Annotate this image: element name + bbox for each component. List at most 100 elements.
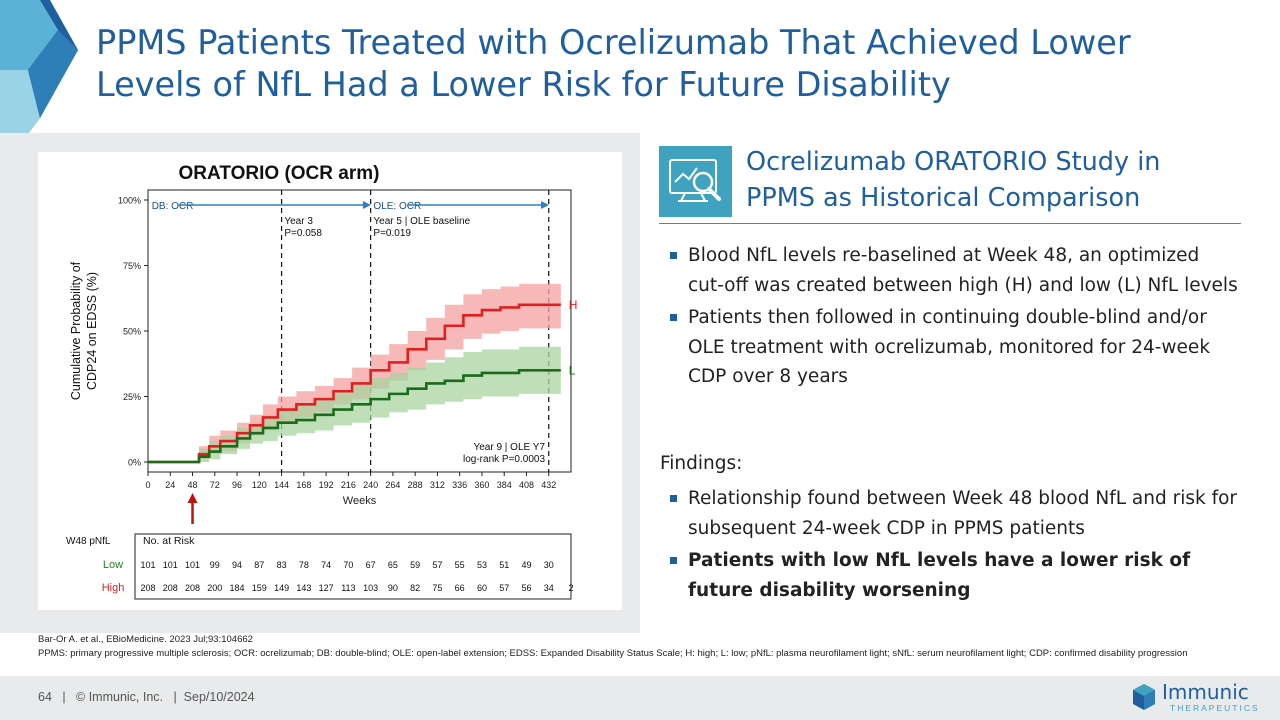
findings-list: Relationship found between Week 48 blood… bbox=[660, 484, 1240, 608]
confidence-band-h bbox=[148, 283, 561, 462]
risk-cell: 74 bbox=[321, 560, 331, 570]
year9-label: Year 9 | OLE Y7 bbox=[473, 442, 545, 453]
study-divider bbox=[659, 223, 1241, 224]
series-label-l: L bbox=[569, 363, 576, 377]
risk-table-header: No. at Risk bbox=[143, 535, 195, 547]
risk-cell: 59 bbox=[410, 560, 420, 570]
x-tick-label: 0 bbox=[145, 480, 150, 490]
x-tick-label: 384 bbox=[497, 480, 512, 490]
x-tick-label: 192 bbox=[319, 480, 334, 490]
risk-cell: 94 bbox=[232, 560, 242, 570]
x-tick-label: 312 bbox=[430, 480, 445, 490]
risk-cell: 66 bbox=[455, 583, 465, 593]
risk-cell: 34 bbox=[544, 583, 554, 593]
risk-cell: 101 bbox=[185, 560, 200, 570]
bullet-text: Patients then followed in continuing dou… bbox=[688, 307, 1211, 387]
bullet-item: Patients then followed in continuing dou… bbox=[660, 303, 1240, 392]
study-title: Ocrelizumab ORATORIO Study in PPMS as Hi… bbox=[746, 147, 1161, 213]
x-tick-label: 168 bbox=[296, 480, 311, 490]
risk-row-label: High bbox=[102, 582, 125, 594]
y-tick-label: 100% bbox=[118, 196, 141, 206]
risk-cell: 30 bbox=[544, 560, 554, 570]
ole-arrowhead bbox=[541, 201, 550, 209]
y-axis-label: Cumulative Probability of bbox=[69, 261, 83, 400]
immunic-logo-icon bbox=[1133, 684, 1155, 710]
risk-table-frame bbox=[134, 533, 572, 600]
finding-text: Patients with low NfL levels have a lowe… bbox=[688, 550, 1191, 601]
x-tick-label: 240 bbox=[363, 480, 378, 490]
bullet-marker bbox=[670, 314, 677, 321]
x-tick-label: 24 bbox=[165, 480, 175, 490]
db-label: DB: OCR bbox=[152, 201, 194, 212]
series-line-h bbox=[148, 303, 561, 464]
x-tick-label: 408 bbox=[519, 480, 534, 490]
risk-table-group-header: W48 pNfL bbox=[66, 536, 111, 547]
risk-cell: 127 bbox=[319, 583, 334, 593]
risk-cell: 99 bbox=[210, 560, 220, 570]
x-tick-label: 432 bbox=[541, 480, 556, 490]
series-line-l bbox=[148, 369, 561, 464]
risk-cell: 56 bbox=[521, 583, 531, 593]
risk-cell: 2 bbox=[568, 583, 573, 593]
finding-item-key: Patients with low NfL levels have a lowe… bbox=[660, 546, 1240, 605]
x-tick-label: 336 bbox=[452, 480, 467, 490]
ole-label: OLE: OCR bbox=[373, 201, 421, 212]
risk-cell: 149 bbox=[274, 583, 289, 593]
risk-cell: 101 bbox=[140, 560, 155, 570]
risk-cell: 90 bbox=[388, 583, 398, 593]
risk-cell: 113 bbox=[341, 583, 355, 593]
logo-wordmark: Immunic bbox=[1162, 680, 1249, 704]
risk-cell: 143 bbox=[296, 583, 311, 593]
series-label-h: H bbox=[569, 298, 578, 312]
risk-cell: 200 bbox=[207, 583, 222, 593]
y-tick-label: 0% bbox=[128, 458, 141, 468]
finding-text: Relationship found between Week 48 blood… bbox=[688, 488, 1238, 539]
risk-cell: 75 bbox=[432, 583, 442, 593]
risk-cell: 70 bbox=[343, 560, 353, 570]
risk-cell: 57 bbox=[432, 560, 442, 570]
risk-row-label: Low bbox=[103, 559, 123, 571]
analysis-magnifier-icon bbox=[669, 159, 721, 202]
bullet-item: Blood NfL levels re-baselined at Week 48… bbox=[660, 241, 1240, 300]
y-axis-label: CDP24 on EDSS (%) bbox=[85, 272, 99, 390]
risk-cell: 67 bbox=[366, 560, 376, 570]
abbreviations: PPMS: primary progressive multiple scler… bbox=[38, 648, 1188, 659]
year5-label: Year 5 | OLE baseline bbox=[373, 216, 470, 227]
x-tick-label: 144 bbox=[274, 480, 289, 490]
db-arrowhead bbox=[362, 201, 371, 209]
corner-decoration bbox=[0, 0, 78, 170]
risk-cell: 87 bbox=[254, 560, 264, 570]
risk-cell: 51 bbox=[499, 560, 509, 570]
logo-subtitle: THERAPEUTICS bbox=[1170, 703, 1260, 713]
citation: Bar-Or A. et al., EBioMedicine. 2023 Jul… bbox=[38, 634, 253, 645]
year3-pvalue: P=0.058 bbox=[284, 228, 322, 239]
risk-cell: 78 bbox=[299, 560, 309, 570]
footer-text: 64 | © Immunic, Inc. | Sep/10/2024 bbox=[38, 690, 255, 704]
year9-pvalue: log-rank P=0.0003 bbox=[463, 454, 545, 465]
risk-cell: 65 bbox=[388, 560, 398, 570]
bullet-text: Blood NfL levels re-baselined at Week 48… bbox=[688, 245, 1238, 296]
x-axis-label: Weeks bbox=[343, 495, 377, 507]
bullet-marker bbox=[670, 557, 677, 564]
risk-cell: 184 bbox=[230, 583, 245, 593]
risk-cell: 57 bbox=[499, 583, 509, 593]
risk-cell: 49 bbox=[521, 560, 531, 570]
footer-date: Sep/10/2024 bbox=[183, 690, 255, 704]
study-icon-box bbox=[659, 146, 732, 217]
chart-title: ORATORIO (OCR arm) bbox=[179, 163, 380, 184]
week48-arrowhead bbox=[187, 493, 198, 503]
footer-sep: | bbox=[166, 690, 181, 704]
risk-cell: 103 bbox=[363, 583, 378, 593]
findings-label: Findings: bbox=[660, 453, 743, 474]
x-tick-label: 72 bbox=[210, 480, 220, 490]
risk-cell: 53 bbox=[477, 560, 487, 570]
y-tick-label: 50% bbox=[123, 327, 141, 337]
km-chart: ORATORIO (OCR arm) 0% 25% 50% 75% 100% 0 24 48 72… bbox=[66, 163, 578, 600]
risk-cell: 208 bbox=[163, 583, 178, 593]
slide-title: PPMS Patients Treated with Ocrelizumab T… bbox=[96, 23, 1131, 104]
risk-cell: 159 bbox=[252, 583, 267, 593]
page-number: 64 bbox=[38, 690, 52, 704]
x-tick-label: 264 bbox=[385, 480, 400, 490]
x-tick-label: 216 bbox=[341, 480, 356, 490]
x-tick-label: 360 bbox=[474, 480, 489, 490]
